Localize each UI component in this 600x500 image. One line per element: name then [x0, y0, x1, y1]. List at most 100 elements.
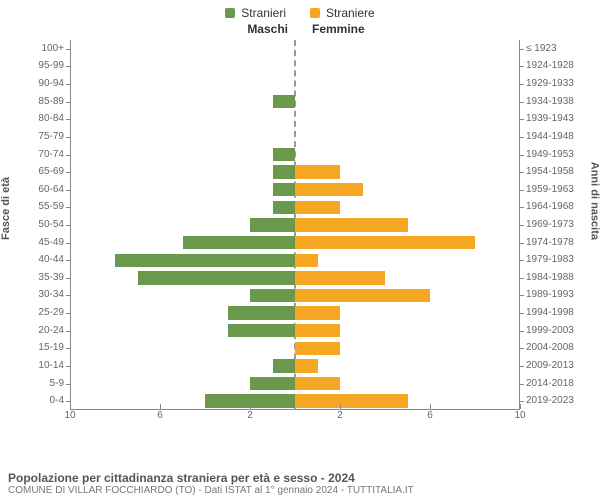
chart-row: 95-991924-1928	[70, 58, 520, 76]
chart-row: 35-391984-1988	[70, 269, 520, 287]
bar-female	[295, 289, 430, 302]
chart-title: Popolazione per cittadinanza straniera p…	[8, 471, 592, 485]
tick-mark	[66, 190, 70, 191]
birth-year-label: 1994-1998	[520, 308, 574, 318]
x-tick-mark	[250, 404, 251, 409]
tick-mark	[520, 295, 524, 296]
tick-mark	[520, 366, 524, 367]
tick-mark	[66, 49, 70, 50]
tick-mark	[66, 66, 70, 67]
tick-mark	[66, 119, 70, 120]
chart-row: 15-192004-2008	[70, 340, 520, 358]
x-tick-label: 6	[157, 410, 163, 421]
tick-mark	[520, 225, 524, 226]
x-tick-mark	[430, 404, 431, 409]
birth-year-label: 1984-1988	[520, 273, 574, 283]
tick-mark	[520, 84, 524, 85]
tick-mark	[66, 278, 70, 279]
x-tick-label: 2	[337, 410, 343, 421]
plot: 100+≤ 192395-991924-192890-941929-193385…	[70, 40, 520, 410]
bar-female	[295, 271, 385, 284]
legend-item-female: Straniere	[310, 6, 375, 20]
chart-row: 75-791944-1948	[70, 128, 520, 146]
column-headers: Maschi Femmine	[0, 22, 600, 40]
birth-year-label: 2019-2023	[520, 396, 574, 406]
birth-year-label: 1949-1953	[520, 150, 574, 160]
birth-year-label: 1979-1983	[520, 255, 574, 265]
legend-swatch-male	[225, 8, 235, 18]
birth-year-label: 1944-1948	[520, 132, 574, 142]
x-tick-label: 6	[427, 410, 433, 421]
birth-year-label: ≤ 1923	[520, 44, 557, 54]
bar-male	[250, 289, 295, 302]
tick-mark	[66, 207, 70, 208]
legend-swatch-female	[310, 8, 320, 18]
bar-female	[295, 359, 318, 372]
tick-mark	[520, 66, 524, 67]
birth-year-label: 1959-1963	[520, 185, 574, 195]
legend-label-female: Straniere	[326, 6, 375, 20]
footer: Popolazione per cittadinanza straniera p…	[8, 471, 592, 496]
chart-row: 30-341989-1993	[70, 287, 520, 305]
tick-mark	[66, 331, 70, 332]
chart-subtitle: COMUNE DI VILLAR FOCCHIARDO (TO) - Dati …	[8, 485, 592, 496]
bar-female	[295, 183, 363, 196]
tick-mark	[520, 49, 524, 50]
chart-row: 25-291994-1998	[70, 304, 520, 322]
y-axis-label-right: Anni di nascita	[588, 162, 600, 240]
tick-mark	[520, 172, 524, 173]
bar-male	[250, 218, 295, 231]
tick-mark	[66, 348, 70, 349]
bar-female	[295, 342, 340, 355]
birth-year-label: 1939-1943	[520, 114, 574, 124]
chart-row: 60-641959-1963	[70, 181, 520, 199]
chart-row: 50-541969-1973	[70, 216, 520, 234]
bar-male	[115, 254, 295, 267]
tick-mark	[520, 190, 524, 191]
tick-mark	[66, 313, 70, 314]
chart-row: 20-241999-2003	[70, 322, 520, 340]
tick-mark	[66, 260, 70, 261]
chart-row: 5-92014-2018	[70, 375, 520, 393]
bar-female	[295, 201, 340, 214]
chart-row: 85-891934-1938	[70, 93, 520, 111]
tick-mark	[520, 207, 524, 208]
bar-female	[295, 254, 318, 267]
legend-label-male: Stranieri	[241, 6, 286, 20]
chart-row: 0-42019-2023	[70, 392, 520, 410]
x-tick-mark	[340, 404, 341, 409]
header-femmine: Femmine	[312, 22, 365, 36]
chart-row: 100+≤ 1923	[70, 40, 520, 58]
birth-year-label: 1999-2003	[520, 326, 574, 336]
tick-mark	[66, 366, 70, 367]
chart-row: 80-841939-1943	[70, 110, 520, 128]
legend: Stranieri Straniere	[0, 0, 600, 22]
tick-mark	[66, 225, 70, 226]
x-tick-label: 2	[247, 410, 253, 421]
bar-male	[228, 324, 296, 337]
birth-year-label: 1969-1973	[520, 220, 574, 230]
bar-male	[228, 306, 296, 319]
bar-male	[250, 377, 295, 390]
x-tick-label: 10	[514, 410, 525, 421]
tick-mark	[66, 384, 70, 385]
tick-mark	[520, 384, 524, 385]
chart-row: 90-941929-1933	[70, 75, 520, 93]
tick-mark	[520, 313, 524, 314]
tick-mark	[66, 155, 70, 156]
birth-year-label: 1964-1968	[520, 202, 574, 212]
bar-male	[273, 183, 296, 196]
birth-year-label: 2009-2013	[520, 361, 574, 371]
tick-mark	[520, 278, 524, 279]
x-tick-mark	[520, 404, 521, 409]
bar-female	[295, 394, 408, 407]
bar-male	[273, 359, 296, 372]
chart-area: Fasce di età Anni di nascita 100+≤ 19239…	[0, 40, 600, 440]
birth-year-label: 1934-1938	[520, 97, 574, 107]
birth-year-label: 1989-1993	[520, 290, 574, 300]
bar-male	[273, 201, 296, 214]
bar-female	[295, 236, 475, 249]
bar-female	[295, 218, 408, 231]
x-tick-mark	[160, 404, 161, 409]
tick-mark	[520, 260, 524, 261]
